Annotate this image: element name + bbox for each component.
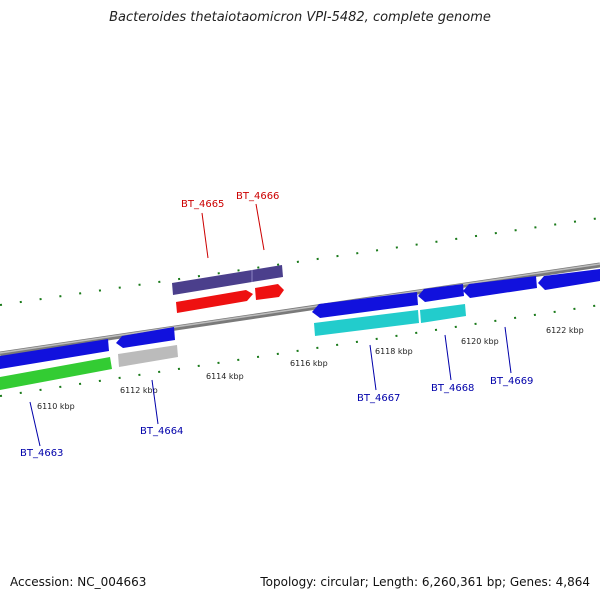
- lower-tick-line: [0, 304, 600, 397]
- lower-tick-track: [0, 304, 600, 397]
- scale-label: 6116 kbp: [290, 359, 328, 368]
- leader-bt4667: [369, 344, 377, 391]
- gene-bt4669-blue[interactable]: [463, 276, 537, 298]
- gene-label-bt4666[interactable]: BT_4666: [236, 191, 279, 202]
- gene-bt4664-grey[interactable]: [118, 345, 178, 367]
- gene-bt4668-blue[interactable]: [418, 284, 464, 302]
- gene-label-bt4665[interactable]: BT_4665: [181, 199, 224, 210]
- scale-labels: 6110 kbp 6112 kbp 6114 kbp 6116 kbp 6118…: [37, 326, 584, 411]
- upper-tick-track: [0, 217, 600, 306]
- scale-label: 6118 kbp: [375, 347, 413, 356]
- gene-leader-lines: [29, 203, 512, 447]
- genome-backbone: [0, 262, 600, 357]
- gene-bt4667-cyan[interactable]: [314, 310, 419, 336]
- gene-label-bt4664[interactable]: BT_4664: [140, 426, 183, 437]
- leader-bt4664: [151, 379, 159, 425]
- gene-bt4665-bar[interactable]: [172, 270, 252, 295]
- backbone-highlight: [0, 263, 600, 354]
- scale-label: 6112 kbp: [120, 386, 158, 395]
- upper-strand-genes: [172, 265, 284, 313]
- upper-tick-line: [0, 217, 600, 306]
- gene-label-bt4667[interactable]: BT_4667: [357, 393, 400, 404]
- leader-bt4669: [504, 326, 512, 374]
- gene-bt4667-blue[interactable]: [312, 292, 418, 318]
- scale-label: 6110 kbp: [37, 402, 75, 411]
- leader-bt4668: [444, 334, 452, 381]
- leader-bt4665: [201, 212, 209, 259]
- gene-bt4663-green[interactable]: [0, 357, 112, 390]
- lower-strand-genes: [0, 269, 600, 390]
- gene-next-blue[interactable]: [538, 269, 600, 290]
- map-title: Bacteroides thetaiotaomicron VPI-5482, c…: [109, 10, 491, 25]
- leader-bt4663: [29, 401, 41, 447]
- genome-summary: Topology: circular; Length: 6,260,361 bp…: [260, 575, 590, 589]
- accession-text: Accession: NC_004663: [10, 575, 147, 589]
- gene-bt4668-cyan[interactable]: [420, 304, 466, 323]
- leader-bt4666: [255, 203, 265, 251]
- backbone-line: [0, 262, 600, 357]
- scale-label: 6114 kbp: [206, 372, 244, 381]
- scale-label: 6120 kbp: [461, 337, 499, 346]
- gene-label-bt4668[interactable]: BT_4668: [431, 383, 474, 394]
- gene-bt4665-red[interactable]: [176, 290, 253, 313]
- gene-bt4666-red[interactable]: [255, 284, 284, 300]
- gene-bt4666-bar[interactable]: [252, 265, 283, 282]
- gene-label-bt4669[interactable]: BT_4669: [490, 376, 533, 387]
- gene-bt4663-blue[interactable]: [0, 339, 109, 369]
- scale-label: 6122 kbp: [546, 326, 584, 335]
- gene-label-bt4663[interactable]: BT_4663: [20, 448, 63, 459]
- gene-labels: BT_4663 BT_4664 BT_4665 BT_4666 BT_4667 …: [20, 191, 533, 459]
- gene-bt4664-blue[interactable]: [116, 327, 175, 348]
